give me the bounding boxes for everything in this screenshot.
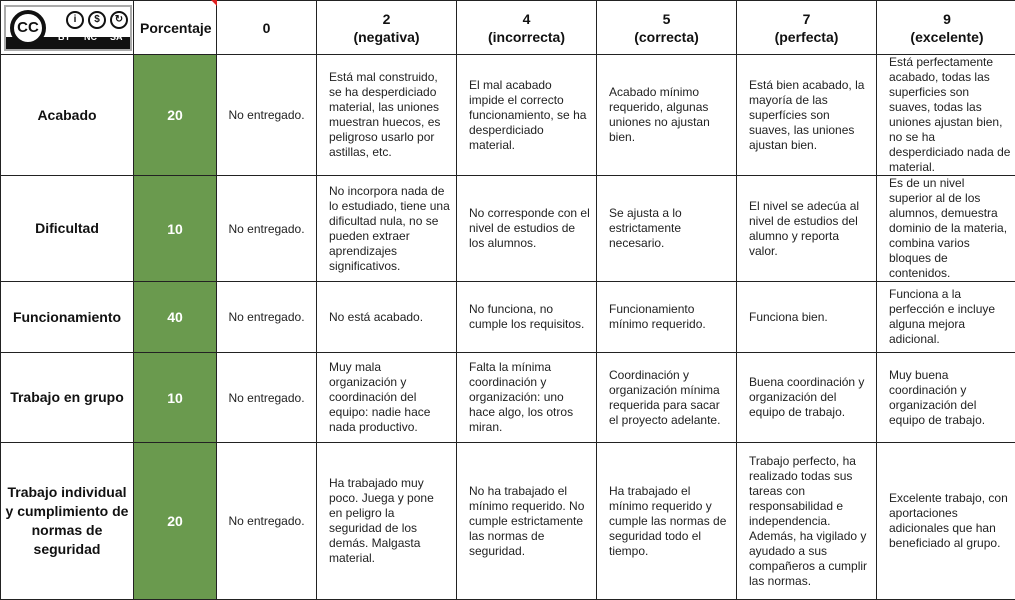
percent-cell: 10 [134, 176, 217, 282]
descriptor-cell: No incorpora nada de lo estudiado, tiene… [317, 176, 457, 282]
descriptor-cell: Muy mala organización y coordinación del… [317, 353, 457, 443]
not-delivered-cell: No entregado. [217, 443, 317, 600]
descriptor-cell: Está perfectamente acabado, todas las su… [877, 55, 1015, 176]
level-score: 0 [223, 19, 310, 37]
descriptor-cell: Funciona bien. [737, 282, 877, 353]
level-name: (excelente) [883, 28, 1011, 46]
badge-sa: SA [110, 28, 123, 46]
criterion-label: Trabajo individual y cumplimiento de nor… [1, 443, 134, 600]
descriptor-cell: Coordinación y organización mínima reque… [597, 353, 737, 443]
level-score: 5 [603, 10, 730, 28]
badge-nc: NC [84, 28, 97, 46]
descriptor-cell: Acabado mínimo requerido, algunas unione… [597, 55, 737, 176]
descriptor-cell: El mal acabado impide el correcto funcio… [457, 55, 597, 176]
level-header-9: 9(excelente) [877, 1, 1015, 55]
descriptor-cell: Es de un nivel superior al de los alumno… [877, 176, 1015, 282]
level-score: 9 [883, 10, 1011, 28]
descriptor-cell: Excelente trabajo, con aportaciones adic… [877, 443, 1015, 600]
level-header-5: 5(correcta) [597, 1, 737, 55]
level-score: 2 [323, 10, 450, 28]
descriptor-cell: El nivel se adecúa al nivel de estudios … [737, 176, 877, 282]
level-name: (negativa) [323, 28, 450, 46]
level-header-4: 4(incorrecta) [457, 1, 597, 55]
criterion-label: Dificultad [1, 176, 134, 282]
descriptor-cell: Ha trabajado el mínimo requerido y cumpl… [597, 443, 737, 600]
table-row: Trabajo individual y cumplimiento de nor… [1, 443, 1015, 600]
descriptor-cell: Ha trabajado muy poco. Juega y pone en p… [317, 443, 457, 600]
descriptor-cell: Trabajo perfecto, ha realizado todas sus… [737, 443, 877, 600]
percent-cell: 10 [134, 353, 217, 443]
not-delivered-cell: No entregado. [217, 176, 317, 282]
descriptor-cell: Se ajusta a lo estrictamente necesario. [597, 176, 737, 282]
level-header-7: 7(perfecta) [737, 1, 877, 55]
badge-by: BY [58, 28, 71, 46]
level-score: 4 [463, 10, 590, 28]
not-delivered-cell: No entregado. [217, 282, 317, 353]
descriptor-cell: No está acabado. [317, 282, 457, 353]
level-name: (perfecta) [743, 28, 870, 46]
descriptor-cell: No funciona, no cumple los requisitos. [457, 282, 597, 353]
sharealike-icon: ↻ [110, 11, 128, 29]
descriptor-cell: Muy buena coordinación y organización de… [877, 353, 1015, 443]
cc-by-nc-sa-logo: CC i $ ↻ BY NC SA [4, 5, 132, 51]
descriptor-cell: Funcionamiento mínimo requerido. [597, 282, 737, 353]
percent-cell: 20 [134, 443, 217, 600]
descriptor-cell: Está bien acabado, la mayoría de las sup… [737, 55, 877, 176]
attribution-icon: i [66, 11, 84, 29]
noncommercial-icon: $ [88, 11, 106, 29]
not-delivered-cell: No entregado. [217, 55, 317, 176]
criterion-label: Funcionamiento [1, 282, 134, 353]
descriptor-cell: Funciona a la perfección e incluye algun… [877, 282, 1015, 353]
porcentaje-header: Porcentaje [134, 1, 217, 55]
descriptor-cell: Falta la mínima coordinación y organizac… [457, 353, 597, 443]
descriptor-cell: No corresponde con el nivel de estudios … [457, 176, 597, 282]
level-header-0: 0 [217, 1, 317, 55]
license-cell: CC i $ ↻ BY NC SA [1, 1, 134, 55]
criterion-label: Trabajo en grupo [1, 353, 134, 443]
criterion-label: Acabado [1, 55, 134, 176]
descriptor-cell: Está mal construido, se ha desperdiciado… [317, 55, 457, 176]
level-header-2: 2(negativa) [317, 1, 457, 55]
percent-cell: 40 [134, 282, 217, 353]
descriptor-cell: Buena coordinación y organización del eq… [737, 353, 877, 443]
percent-cell: 20 [134, 55, 217, 176]
not-delivered-cell: No entregado. [217, 353, 317, 443]
level-name: (correcta) [603, 28, 730, 46]
cc-icon: CC [10, 10, 46, 46]
level-score: 7 [743, 10, 870, 28]
level-name: (incorrecta) [463, 28, 590, 46]
descriptor-cell: No ha trabajado el mínimo requerido. No … [457, 443, 597, 600]
